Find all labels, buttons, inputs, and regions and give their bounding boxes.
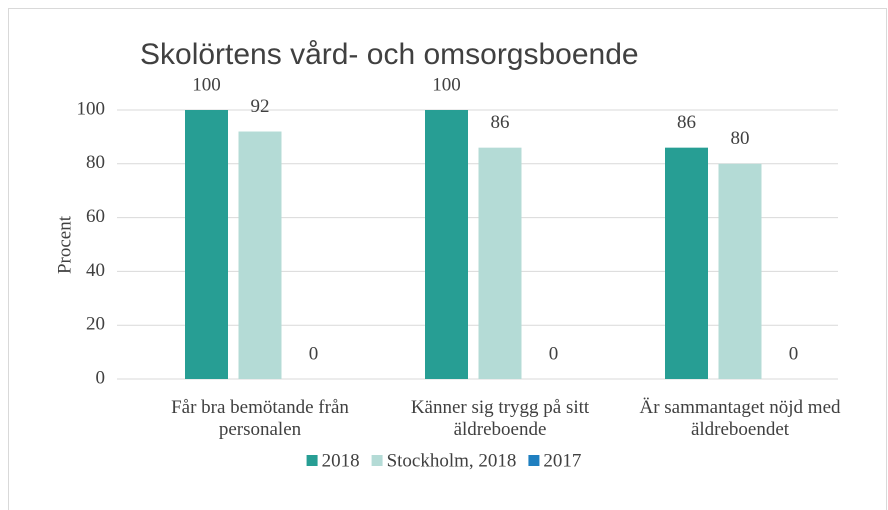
- data-label: 100: [432, 74, 461, 95]
- legend-label: Stockholm, 2018: [387, 450, 517, 471]
- legend-swatch: [371, 455, 383, 466]
- x-tick-label: Känner sig trygg på sitt äldreboende: [410, 397, 590, 440]
- data-label: 0: [789, 343, 799, 364]
- legend-label: 2018: [322, 450, 360, 471]
- data-label: 0: [549, 343, 559, 364]
- data-label: 100: [192, 74, 221, 95]
- chart-title: Skolörtens vård- och omsorgsboende: [140, 38, 639, 71]
- y-tick-label: 0: [96, 367, 106, 388]
- data-label: 86: [677, 112, 696, 133]
- bar: [238, 131, 282, 379]
- y-tick-label: 100: [77, 98, 106, 119]
- bar: [665, 147, 708, 379]
- legend-label: 2017: [543, 450, 581, 471]
- bar: [718, 163, 762, 379]
- x-tick-label: Får bra bemötande från personalen: [171, 397, 349, 440]
- data-label: 0: [309, 343, 319, 364]
- bar: [478, 147, 522, 379]
- y-tick-label: 20: [86, 314, 105, 335]
- y-tick-label: 80: [86, 152, 105, 173]
- bar: [185, 110, 228, 379]
- y-axis-label: Procent: [54, 215, 75, 274]
- chart-frame: [8, 8, 887, 510]
- bar: [425, 110, 468, 379]
- y-tick-label: 40: [86, 260, 105, 281]
- data-label: 86: [491, 112, 510, 133]
- data-label: 92: [251, 96, 270, 117]
- data-label: 80: [731, 128, 750, 149]
- y-tick-label: 60: [86, 206, 105, 227]
- x-tick-label: Är sammantaget nöjd med äldreboendet: [639, 397, 841, 440]
- legend-swatch: [306, 455, 318, 466]
- legend-swatch: [528, 455, 540, 466]
